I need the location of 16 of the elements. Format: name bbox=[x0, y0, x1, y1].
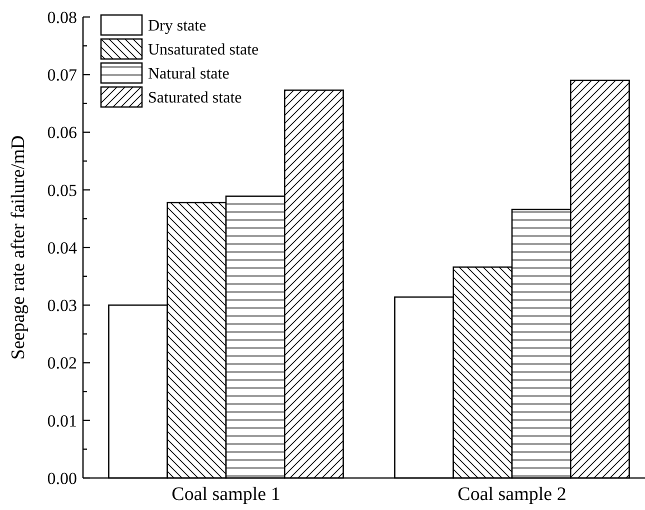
y-tick-label: 0.05 bbox=[47, 180, 77, 200]
x-tick-label: Coal sample 2 bbox=[458, 484, 566, 505]
x-tick-label: Coal sample 1 bbox=[172, 484, 280, 505]
legend-label: Unsaturated state bbox=[148, 42, 259, 59]
y-tick-label: 0.03 bbox=[47, 296, 77, 316]
legend-label: Saturated state bbox=[148, 90, 242, 107]
y-tick-label: 0.04 bbox=[47, 238, 78, 258]
legend-label: Dry state bbox=[148, 18, 206, 35]
y-axis-title: Seepage rate after failure/mD bbox=[8, 135, 29, 360]
y-tick-label: 0.01 bbox=[47, 411, 77, 430]
y-tick-label: 0.07 bbox=[47, 66, 78, 85]
y-tick-label: 0.00 bbox=[47, 468, 77, 488]
legend-label: Natural state bbox=[148, 66, 230, 83]
y-tick-label: 0.06 bbox=[47, 123, 77, 142]
y-tick-label: 0.08 bbox=[47, 8, 77, 27]
y-tick-label: 0.02 bbox=[47, 354, 77, 373]
